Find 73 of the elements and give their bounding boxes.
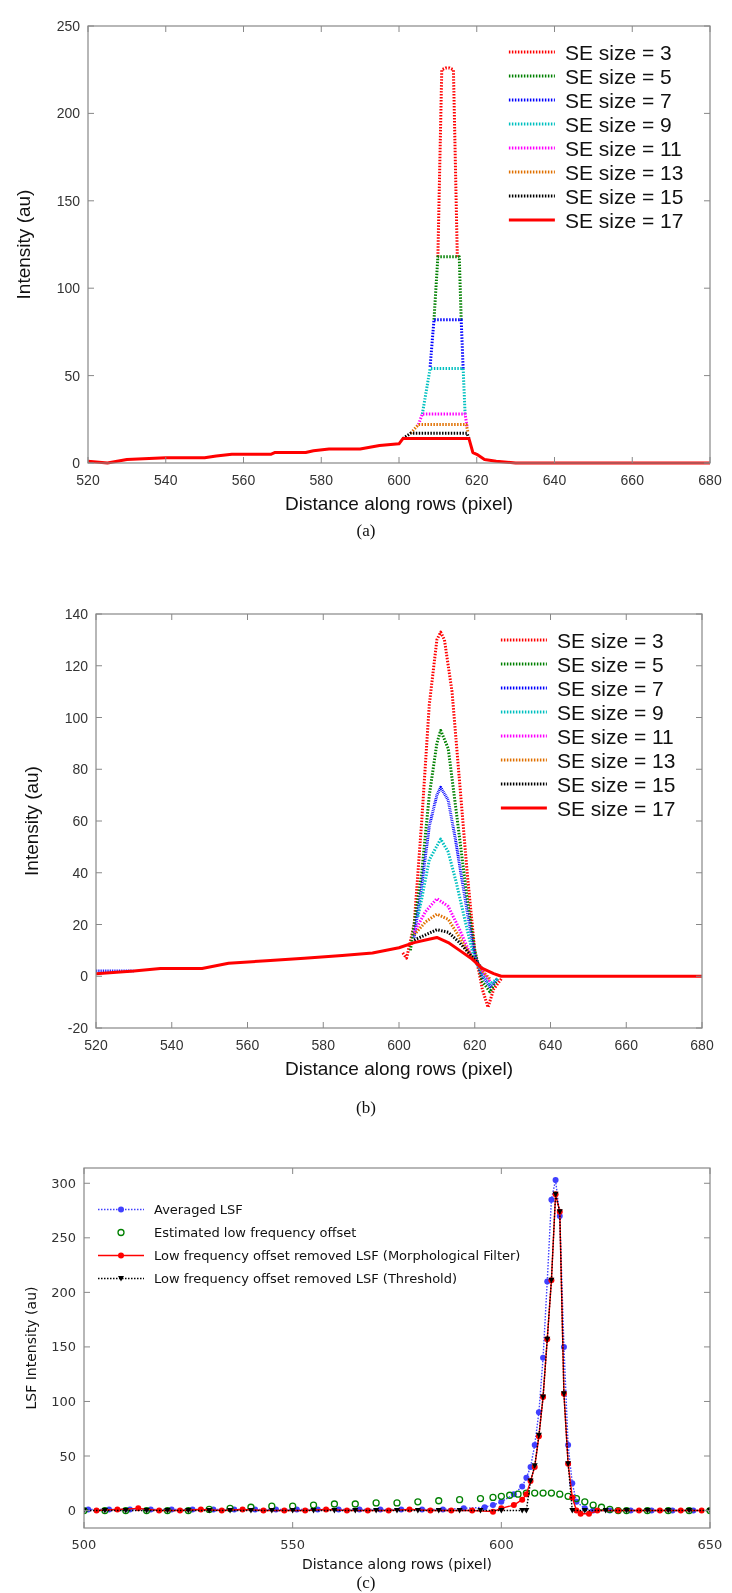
x-tick-label: 650 [697,1537,723,1552]
legend-label: SE size = 3 [556,628,664,652]
x-tick-label: 540 [154,472,178,488]
y-tick-label: 60 [72,813,89,829]
y-tick-label: 200 [51,1284,76,1300]
x-tick-label: 680 [690,1037,714,1053]
x-tick-label: 500 [71,1537,97,1552]
x-tick-label: 680 [698,472,722,488]
y-tick-label: -20 [67,1020,89,1036]
legend-label: SE size = 13 [564,160,684,184]
legend-label: Low frequency offset removed LSF (Morphological Filter) [154,1248,521,1263]
y-tick-label: 50 [64,367,81,384]
legend-label: Low frequency offset removed LSF (Threshold) [154,1271,458,1286]
y-tick-label: 0 [80,968,89,985]
legend-label: SE size = 3 [564,40,672,64]
y-tick-label: 250 [56,18,81,34]
legend-label: SE size = 15 [556,772,676,796]
y-tick-label: 120 [64,657,89,674]
y-tick-label: 80 [72,761,89,778]
y-tick-label: 100 [64,709,89,726]
x-axis-title: Distance along rows (pixel) [284,1058,514,1079]
y-tick-label: 0 [67,1503,76,1519]
text: (c) [356,1573,376,1592]
y-tick-label: 100 [56,280,81,297]
legend-label: Averaged LSF [154,1202,243,1217]
x-tick-label: 600 [387,472,411,488]
y-tick-label: 200 [56,105,81,122]
x-tick-label: 600 [387,1037,411,1053]
y-tick-label: 0 [72,455,81,471]
x-tick-label: 640 [538,1037,563,1053]
x-axis-title: Distance along rows (pixel) [301,1556,493,1572]
legend-label: SE size = 17 [556,796,676,820]
x-axis-title: Distance along rows (pixel) [284,493,514,514]
legend-label: SE size = 15 [564,184,684,208]
legend-label: SE size = 13 [556,748,676,772]
x-tick-label: 580 [311,1037,336,1053]
legend-label: SE size = 5 [564,64,672,88]
x-tick-label: 660 [620,472,645,488]
x-tick-label: 600 [488,1537,514,1552]
text: (b) [356,1098,376,1117]
text: (a) [356,521,376,540]
legend-label: SE size = 7 [556,676,664,700]
legend-label: SE size = 5 [556,652,664,676]
y-tick-label: 150 [56,192,81,209]
x-tick-label: 520 [84,1037,108,1053]
y-tick-label: 20 [72,916,89,933]
y-tick-label: 300 [51,1175,76,1191]
y-tick-label: 40 [72,864,89,881]
x-tick-label: 640 [542,472,567,488]
legend-label: SE size = 11 [564,136,682,160]
y-axis-title: Intensity (au) [21,766,42,876]
y-tick-label: 140 [64,606,89,622]
x-tick-label: 580 [309,472,334,488]
x-tick-label: 540 [160,1037,184,1053]
legend-label: SE size = 9 [564,112,672,136]
legend-label: SE size = 7 [564,88,672,112]
x-tick-label: 560 [235,1037,260,1053]
y-tick-label: 50 [59,1448,76,1464]
y-axis-title: Intensity (au) [13,189,34,300]
x-tick-label: 560 [231,472,256,488]
x-tick-label: 550 [280,1537,306,1552]
x-tick-label: 660 [614,1037,639,1053]
legend-label: Estimated low frequency offset [154,1225,357,1240]
x-tick-label: 620 [463,1037,487,1053]
legend-label: SE size = 17 [564,208,684,232]
y-axis-title: LSF Intensity (au) [23,1286,39,1410]
x-tick-label: 520 [76,472,100,488]
y-tick-label: 250 [51,1230,76,1246]
y-tick-label: 150 [51,1339,76,1355]
legend-label: SE size = 9 [556,700,664,724]
y-tick-label: 100 [51,1393,76,1409]
x-tick-label: 620 [465,472,489,488]
legend-label: SE size = 11 [556,724,674,748]
